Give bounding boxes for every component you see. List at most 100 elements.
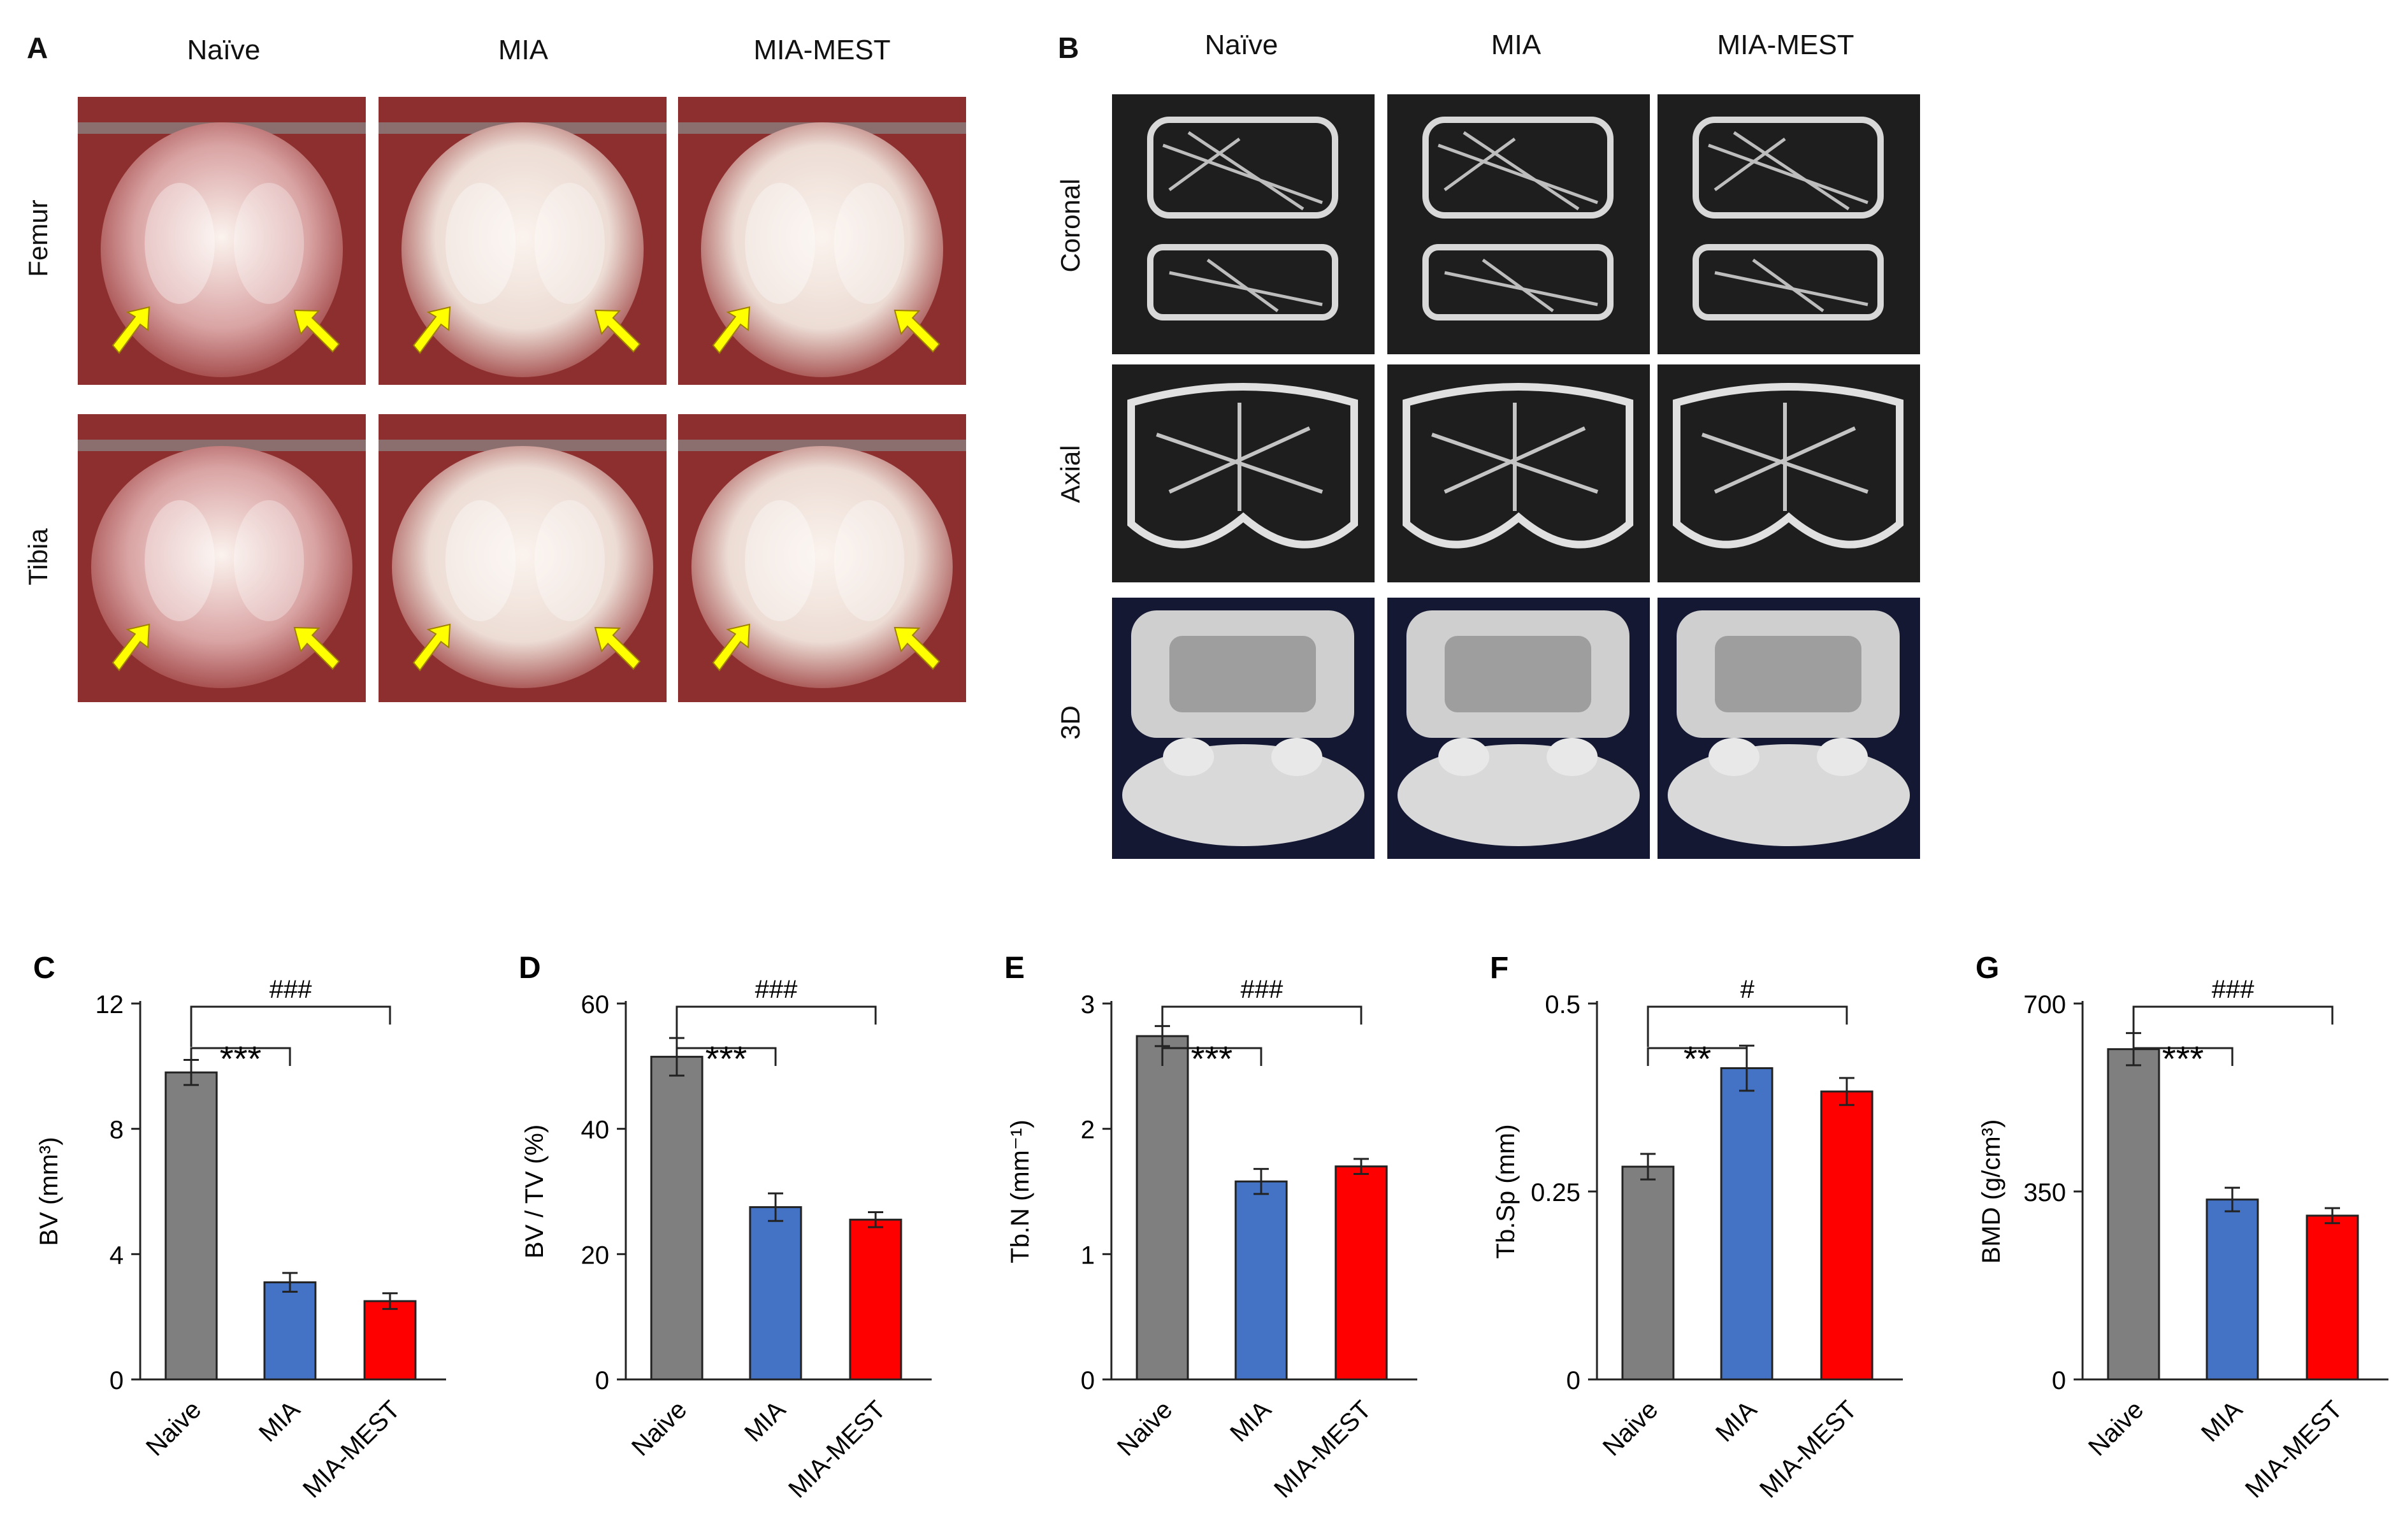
sig-bracket-inner — [1647, 1047, 1748, 1066]
sig-bracket-outer — [1161, 1005, 1362, 1047]
y-tick-label: 40 — [581, 1116, 610, 1144]
x-tick-label-mest: MIA-MEST — [2240, 1395, 2348, 1503]
bar-mest — [1820, 1090, 1874, 1381]
y-tick-label: 700 — [2023, 991, 2066, 1019]
panel-g-letter: G — [1975, 951, 1999, 985]
y-tick-label: 0 — [595, 1367, 609, 1395]
y-tick-label: 0 — [1566, 1367, 1580, 1395]
sig-label-outer: ### — [755, 975, 798, 1004]
photo-tibia-mia — [379, 414, 667, 702]
y-axis-label: BV (mm³) — [35, 1137, 63, 1246]
yellow-arrow-icon — [712, 306, 941, 354]
x-tick-label-naive: Naive — [1598, 1395, 1663, 1461]
y-tick-label: 20 — [581, 1241, 610, 1269]
panel-b-col-mia: MIA — [1491, 29, 1542, 61]
sig-label-inner: *** — [2162, 1039, 2204, 1079]
panel-b-letter: B — [1058, 31, 1080, 64]
y-tick-label: 0 — [2052, 1367, 2066, 1395]
y-tick-label: 0 — [1081, 1367, 1095, 1395]
bar-mest — [363, 1300, 417, 1381]
panel-a-row-femur: Femur — [23, 199, 53, 277]
sig-label-inner: ** — [1684, 1039, 1712, 1079]
y-tick-label: 1 — [1081, 1241, 1095, 1269]
sig-bracket-inner — [675, 1047, 777, 1066]
ct-axial-naive — [1112, 364, 1375, 582]
bar-naive — [164, 1071, 218, 1381]
ct-3d-naive — [1112, 598, 1375, 859]
y-axis-label: BMD (g/cm³) — [1977, 1119, 2005, 1264]
bar-naive — [2107, 1048, 2160, 1381]
panel-f-letter: F — [1490, 951, 1508, 985]
yellow-arrow-icon — [412, 306, 641, 354]
sig-label-outer: ### — [2212, 975, 2255, 1004]
bar-mia — [749, 1206, 802, 1381]
x-tick-label-mest: MIA-MEST — [783, 1395, 891, 1503]
panel-b-row-3d: 3D — [1055, 705, 1085, 740]
sig-label-inner: *** — [1191, 1039, 1232, 1079]
x-tick-label-mia: MIA — [739, 1395, 791, 1448]
yellow-arrow-icon — [712, 623, 941, 672]
yellow-arrow-icon — [112, 306, 340, 354]
sig-bracket-inner — [2132, 1047, 2234, 1066]
y-axis-label: Tb.Sp (mm) — [1492, 1124, 1520, 1258]
bar-mia — [2206, 1198, 2259, 1381]
panel-b-row-axial: Axial — [1055, 445, 1085, 503]
panel-a-row-tibia: Tibia — [23, 528, 53, 586]
bar-naive — [1136, 1035, 1189, 1381]
ct-axial-mia — [1387, 364, 1650, 582]
x-tick-label-mia: MIA — [2196, 1395, 2248, 1448]
y-tick-label: 3 — [1081, 991, 1095, 1019]
photo-femur-mest — [678, 97, 966, 385]
photo-tibia-naive — [78, 414, 366, 702]
x-tick-label-naive: Naive — [141, 1395, 206, 1461]
photo-femur-naive — [78, 97, 366, 385]
x-tick-label-naive: Naive — [2083, 1395, 2149, 1461]
yellow-arrow-icon — [412, 623, 641, 672]
bar-mia — [1720, 1067, 1773, 1381]
sig-label-outer: ### — [1241, 975, 1283, 1004]
y-tick-label: 0.5 — [1545, 991, 1580, 1019]
panel-b-col-naive: Naïve — [1204, 29, 1278, 61]
y-tick-label: 0.25 — [1531, 1179, 1580, 1207]
ct-3d-mia — [1387, 598, 1650, 859]
bar-mest — [1334, 1165, 1388, 1381]
photo-tibia-mest — [678, 414, 966, 702]
sig-label-outer: ### — [270, 975, 312, 1004]
bar-mia — [1234, 1180, 1288, 1381]
bar-mest — [2306, 1214, 2359, 1381]
x-tick-label-mia: MIA — [254, 1395, 306, 1448]
panel-a-col-mia: MIA — [498, 34, 549, 66]
x-tick-label-mia: MIA — [1710, 1395, 1763, 1448]
panel-c-letter: C — [33, 951, 55, 985]
panel-a-col-mest: MIA-MEST — [753, 34, 891, 66]
x-tick-label-naive: Naive — [1112, 1395, 1178, 1461]
sig-label-inner: *** — [705, 1039, 747, 1079]
ct-coronal-mest — [1658, 94, 1920, 354]
ct-3d-mest — [1658, 598, 1920, 859]
panel-e-letter: E — [1004, 951, 1025, 985]
y-tick-label: 12 — [96, 991, 124, 1019]
sig-label-outer: # — [1740, 975, 1755, 1004]
panel-b-col-mest: MIA-MEST — [1717, 29, 1854, 61]
yellow-arrow-icon — [112, 623, 340, 672]
ct-coronal-naive — [1112, 94, 1375, 354]
ct-axial-mest — [1658, 364, 1920, 582]
sig-bracket-inner — [190, 1047, 291, 1066]
sig-bracket-outer — [2132, 1005, 2334, 1047]
y-tick-label: 4 — [110, 1241, 124, 1269]
bar-naive — [1621, 1165, 1675, 1381]
y-tick-label: 0 — [110, 1367, 124, 1395]
panel-a-letter: A — [27, 31, 48, 64]
sig-bracket-inner — [1161, 1047, 1262, 1066]
y-axis-label: BV / TV (%) — [521, 1125, 549, 1258]
sig-bracket-outer — [190, 1005, 391, 1047]
sig-label-inner: *** — [220, 1039, 261, 1079]
y-tick-label: 8 — [110, 1116, 124, 1144]
bar-mest — [849, 1218, 902, 1381]
sig-bracket-outer — [675, 1005, 877, 1047]
